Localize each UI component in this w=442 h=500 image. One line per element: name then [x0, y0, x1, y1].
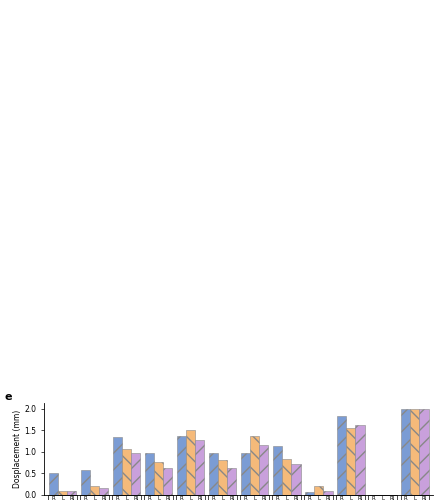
Bar [401, 409, 410, 495]
Bar [314, 486, 323, 495]
Bar [218, 460, 227, 495]
Bar [195, 440, 205, 495]
Bar [259, 445, 268, 495]
Y-axis label: Dosplacement (mm): Dosplacement (mm) [13, 410, 22, 488]
Bar [154, 462, 163, 495]
Bar [241, 454, 250, 495]
Bar [163, 468, 172, 495]
Bar [419, 409, 429, 495]
Bar [81, 470, 90, 495]
Bar [346, 428, 355, 495]
Bar [177, 436, 186, 495]
Bar [113, 437, 122, 495]
Bar [209, 454, 218, 495]
Bar [122, 450, 131, 495]
Bar [227, 468, 236, 495]
Bar [337, 416, 346, 495]
Text: e: e [4, 392, 12, 402]
Bar [410, 409, 419, 495]
Bar [145, 454, 154, 495]
Bar [58, 490, 67, 495]
Bar [90, 486, 99, 495]
Bar [99, 488, 108, 495]
Bar [67, 490, 76, 495]
Bar [273, 446, 282, 495]
Bar [282, 459, 291, 495]
Bar [186, 430, 195, 495]
Bar [355, 426, 365, 495]
Bar [49, 472, 58, 495]
Bar [291, 464, 301, 495]
Bar [323, 490, 332, 495]
Bar [250, 436, 259, 495]
Bar [131, 454, 141, 495]
Bar [305, 492, 314, 495]
